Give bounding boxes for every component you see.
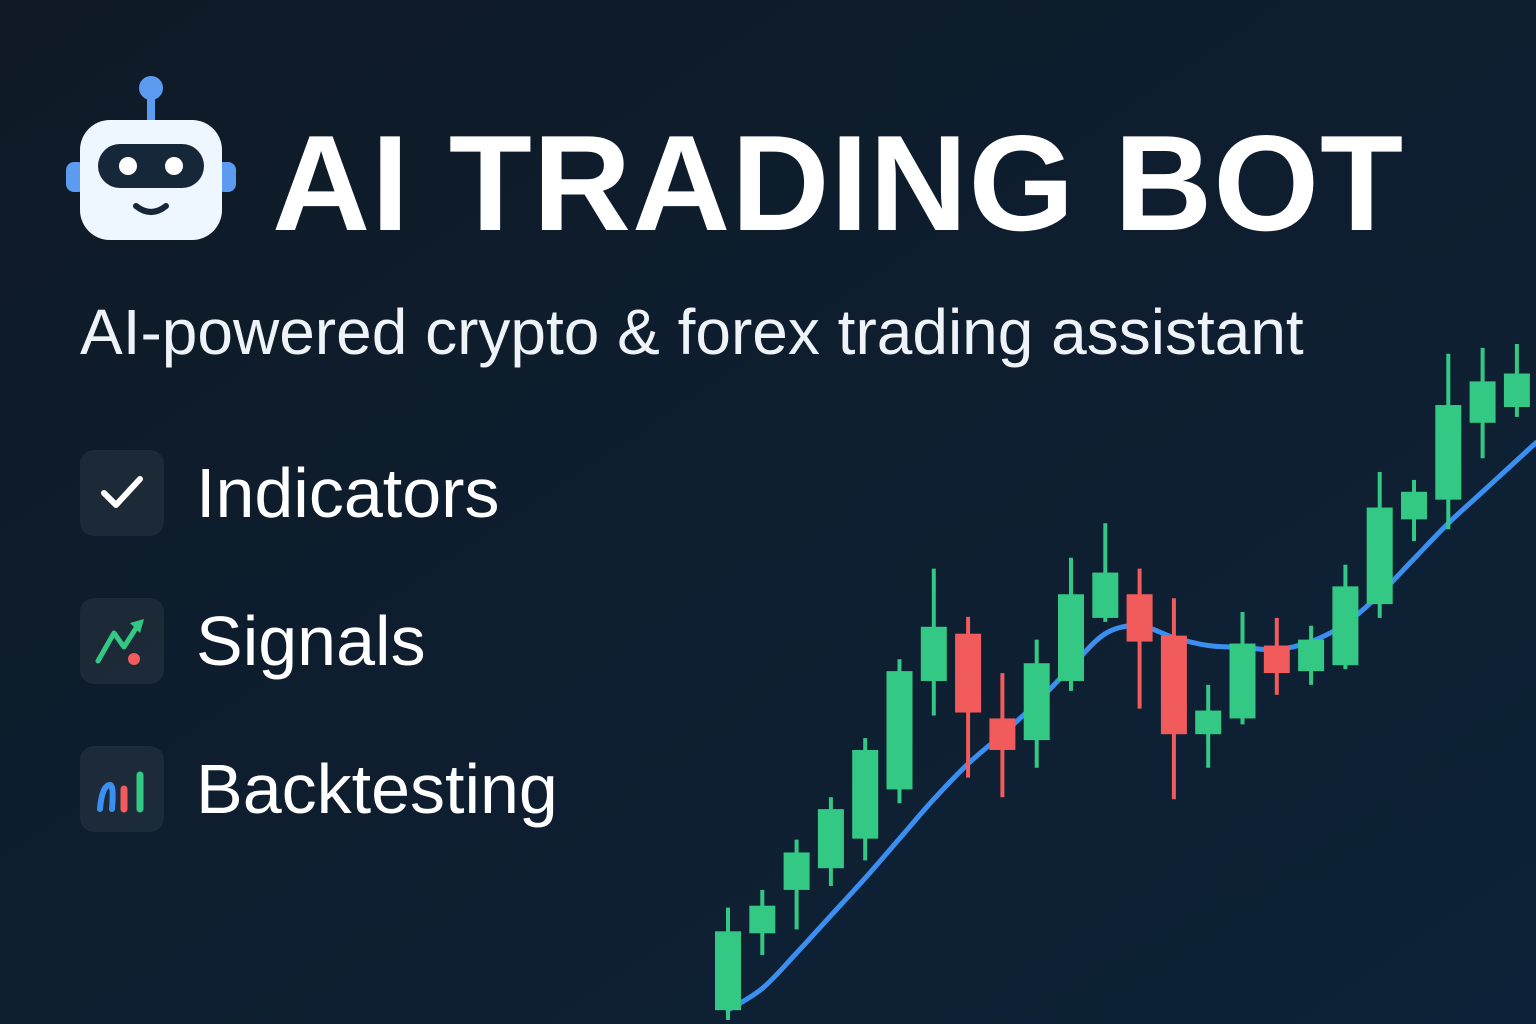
candle-8 <box>955 616 982 778</box>
left-eye <box>119 157 137 175</box>
feature-backtesting: Backtesting <box>80 746 558 832</box>
right-eye <box>165 157 183 175</box>
moving-average-line <box>725 440 1536 1013</box>
candle-17 <box>1263 617 1290 695</box>
candles-layer <box>715 343 1530 1020</box>
candle-body <box>1092 572 1119 618</box>
candle-19 <box>1332 564 1359 670</box>
robot-icon <box>66 76 236 240</box>
candle-7 <box>920 568 947 716</box>
candle-body <box>1229 643 1256 719</box>
candle-23 <box>1469 347 1496 459</box>
candle-10 <box>1023 639 1050 768</box>
feature-label-backtesting: Backtesting <box>196 750 558 828</box>
check-icon <box>80 450 164 536</box>
feature-label-signals: Signals <box>196 602 426 680</box>
candle-body <box>1469 381 1496 423</box>
candle-body <box>989 718 1016 750</box>
candle-body <box>1332 586 1359 666</box>
candle-body <box>715 931 741 1011</box>
candle-body <box>817 809 844 869</box>
candle-15 <box>1195 684 1222 768</box>
candle-body <box>1435 405 1462 500</box>
candle-body <box>1023 663 1050 741</box>
candle-11 <box>1058 557 1084 691</box>
antenna-ball <box>139 76 163 100</box>
bar-chart-icon <box>80 746 164 832</box>
feature-signals: Signals <box>80 598 558 684</box>
candle-body <box>886 671 913 790</box>
feature-label-indicators: Indicators <box>196 454 500 532</box>
candle-12 <box>1092 523 1119 622</box>
candle-18 <box>1298 625 1325 685</box>
candle-9 <box>989 673 1016 798</box>
candle-body <box>783 852 810 890</box>
candle-body <box>955 633 982 713</box>
candle-13 <box>1126 568 1153 709</box>
signal-trend-icon <box>80 598 164 684</box>
candle-20 <box>1366 472 1393 618</box>
candle-body <box>852 749 879 839</box>
candle-22 <box>1435 353 1462 530</box>
candle-1 <box>715 907 741 1020</box>
candle-6 <box>886 659 913 804</box>
candle-body <box>1366 507 1393 605</box>
page-title: AI TRADING BOT <box>272 107 1405 259</box>
robot-screen <box>98 144 204 188</box>
candle-21 <box>1401 479 1427 542</box>
moving-average-layer <box>725 440 1536 1013</box>
candle-body <box>1401 491 1427 520</box>
candle-2 <box>749 889 776 955</box>
candle-body <box>1195 710 1222 735</box>
candle-body <box>1160 635 1187 735</box>
candle-body <box>920 626 947 681</box>
candle-body <box>1298 639 1325 672</box>
candle-body <box>1126 594 1153 642</box>
candle-24 <box>1503 343 1530 417</box>
candle-body <box>749 905 776 934</box>
candle-body <box>1058 594 1084 681</box>
candle-body <box>1503 373 1530 408</box>
page-subtitle: AI-powered crypto & forex trading assist… <box>80 296 1304 368</box>
feature-indicators: Indicators <box>80 450 558 536</box>
candle-14 <box>1160 598 1187 800</box>
candle-3 <box>783 839 810 930</box>
feature-list: Indicators Signals Backtesting <box>80 450 558 894</box>
candle-16 <box>1229 612 1256 725</box>
candle-body <box>1263 645 1290 674</box>
candle-4 <box>817 797 844 886</box>
candle-5 <box>852 738 879 861</box>
